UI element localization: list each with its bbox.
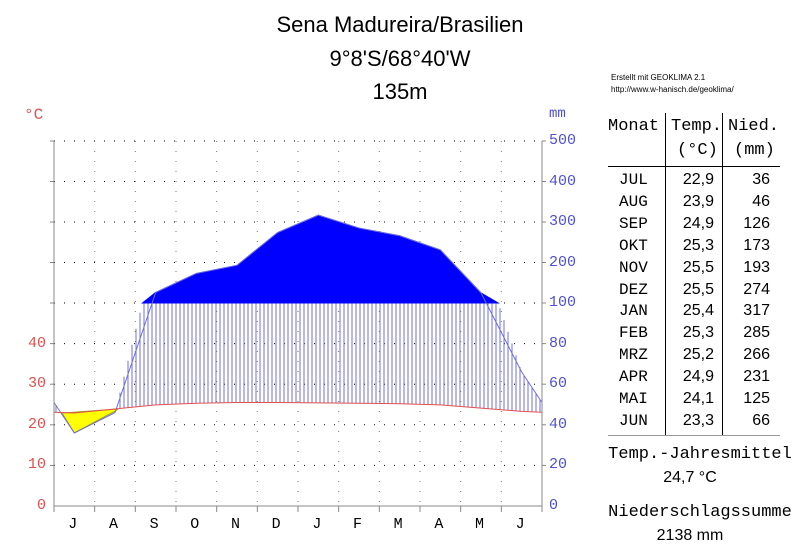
row-precip: 173	[743, 236, 770, 254]
row-month: NOV	[619, 258, 648, 277]
annual-temp-value: 24,7 °C	[663, 469, 717, 486]
row-temp: 24,9	[682, 368, 714, 386]
month-label: A	[434, 516, 444, 533]
left-tick-label: 30	[27, 375, 46, 393]
row-precip: 266	[743, 346, 770, 364]
annual-temp-label: Temp.-Jahresmittel	[608, 445, 792, 464]
row-precip: 231	[743, 368, 770, 386]
row-temp: 24,9	[682, 214, 714, 232]
row-precip: 193	[743, 258, 770, 276]
row-temp: 25,5	[682, 258, 714, 276]
row-temp: 23,9	[682, 192, 714, 210]
left-axis-unit: °C	[24, 106, 44, 124]
credit-line: Erstellt mit GEOKLIMA 2.1	[611, 73, 706, 82]
row-month: JUN	[619, 411, 648, 430]
row-precip: 126	[743, 214, 770, 232]
right-tick-label: 400	[549, 172, 577, 190]
month-label: D	[271, 516, 281, 533]
row-month: SEP	[619, 214, 648, 233]
month-label: J	[312, 516, 322, 533]
right-tick-label: 20	[549, 456, 568, 474]
right-tick-label: 0	[549, 497, 559, 514]
left-tick-label: 20	[27, 415, 46, 433]
row-month: FEB	[619, 324, 648, 343]
right-tick-label: 200	[549, 253, 577, 271]
row-month: JUL	[619, 171, 648, 189]
row-temp: 24,1	[682, 390, 714, 407]
month-label: A	[108, 516, 118, 533]
header-month: Monat	[608, 117, 660, 136]
annual-precip-label: Niederschlagssumme	[608, 503, 792, 522]
row-precip: 46	[752, 192, 770, 210]
left-tick-label: 0	[36, 497, 46, 514]
table-divider-1	[665, 113, 666, 435]
row-precip: 317	[743, 302, 770, 320]
right-tick-label: 80	[549, 334, 568, 352]
table-header-rule	[608, 166, 780, 167]
row-month: OKT	[619, 236, 648, 255]
row-precip: 125	[743, 390, 770, 407]
row-temp: 25,3	[682, 324, 714, 342]
row-month: AUG	[619, 192, 648, 211]
left-tick-label: 10	[27, 456, 46, 474]
station-coordinates: 9°8'S/68°40'W	[329, 46, 471, 71]
month-label: N	[230, 516, 240, 533]
row-precip: 285	[743, 324, 770, 342]
header-precip-unit: (mm)	[734, 141, 775, 160]
row-precip: 36	[752, 171, 770, 188]
header-temp: Temp.	[671, 117, 723, 136]
month-label: J	[515, 516, 525, 533]
row-temp: 23,3	[682, 411, 714, 429]
station-elevation: 135m	[372, 79, 428, 104]
row-month: DEZ	[619, 280, 648, 299]
right-tick-label: 60	[549, 375, 568, 393]
row-month: MRZ	[619, 346, 648, 365]
month-label: O	[190, 516, 200, 533]
row-month: JAN	[619, 302, 648, 321]
left-tick-label: 40	[27, 334, 46, 352]
row-month: APR	[619, 368, 648, 387]
row-temp: 25,2	[682, 346, 714, 364]
right-tick-label: 500	[549, 132, 577, 149]
annual-precip-value: 2138 mm	[656, 527, 724, 544]
row-precip: 274	[743, 280, 770, 298]
month-label: J	[68, 516, 78, 533]
right-axis-unit: mm	[549, 106, 566, 122]
right-tick-label: 40	[549, 415, 568, 433]
row-temp: 25,5	[682, 280, 714, 298]
row-temp: 25,3	[682, 236, 714, 254]
month-label: S	[149, 516, 159, 533]
month-label: F	[352, 516, 362, 533]
month-label: M	[393, 516, 403, 533]
right-tick-label: 100	[549, 294, 577, 311]
credit-url: http://www.w-hanisch.de/geoklima/	[611, 85, 734, 94]
header-precip: Nied.	[728, 117, 780, 136]
table-footer-rule	[608, 435, 780, 436]
row-temp: 22,9	[682, 171, 714, 188]
header-temp-unit: (°C)	[677, 141, 718, 160]
row-precip: 66	[752, 411, 770, 429]
row-temp: 25,4	[682, 302, 714, 320]
month-label: M	[475, 516, 485, 533]
right-tick-label: 300	[549, 213, 577, 230]
table-divider-2	[722, 113, 723, 435]
row-month: MAI	[619, 390, 648, 408]
station-name: Sena Madureira/Brasilien	[276, 12, 524, 37]
